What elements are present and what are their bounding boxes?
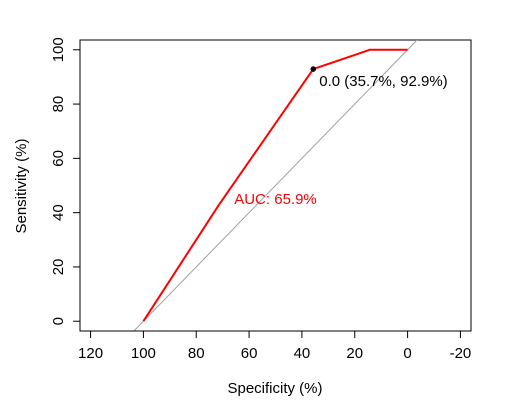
best-threshold-label: 0.0 (35.7%, 92.9%) <box>319 73 447 90</box>
auc-label: AUC: 65.9% <box>234 191 317 208</box>
x-axis: 120 100 80 60 40 20 0 -20 <box>78 330 472 362</box>
best-threshold-point <box>310 66 317 72</box>
y-tick-label: 60 <box>50 150 67 167</box>
x-tick-label: -20 <box>450 345 472 362</box>
x-tick-label: 40 <box>294 345 311 362</box>
x-tick-label: 100 <box>131 345 156 362</box>
x-tick-label: 20 <box>346 345 363 362</box>
y-tick-label: 20 <box>50 259 67 276</box>
x-tick-label: 60 <box>241 345 258 362</box>
y-tick-label: 80 <box>50 96 67 113</box>
y-axis-title: Sensitivity (%) <box>13 138 30 233</box>
x-tick-label: 80 <box>188 345 205 362</box>
y-tick-label: 40 <box>50 204 67 221</box>
y-tick-label: 100 <box>50 37 67 62</box>
y-axis: 0 20 40 60 80 100 <box>50 37 81 325</box>
x-tick-label: 120 <box>78 345 103 362</box>
y-tick-label: 0 <box>50 317 67 325</box>
x-axis-title: Specificity (%) <box>227 380 322 397</box>
x-tick-label: 0 <box>403 345 411 362</box>
